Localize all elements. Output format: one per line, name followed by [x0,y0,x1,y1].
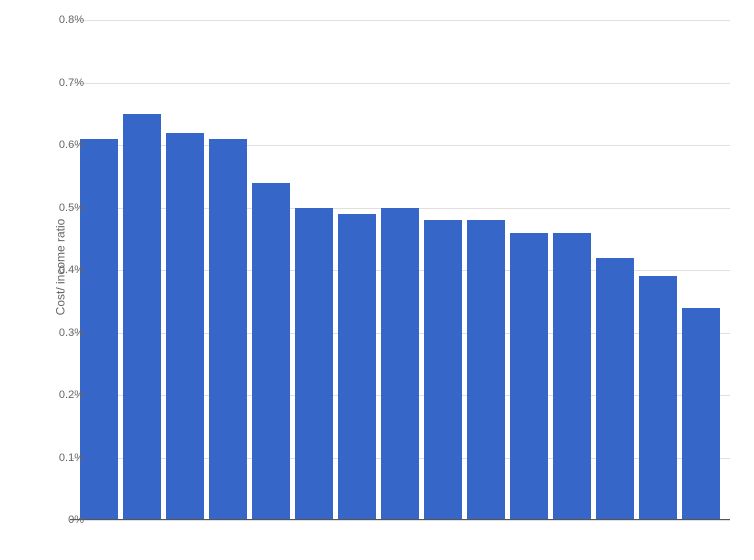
bar [553,233,591,521]
bar-wrapper [593,20,636,520]
bar-wrapper [336,20,379,520]
bar [424,220,462,520]
y-tick-label: 0.1% [44,452,84,464]
y-tick-label: 0.4% [44,264,84,276]
bar-wrapper [164,20,207,520]
bar [80,139,118,520]
bar-wrapper [293,20,336,520]
bar-wrapper [550,20,593,520]
bar-wrapper [679,20,722,520]
y-tick-label: 0.5% [44,202,84,214]
x-axis [70,519,730,520]
bar [381,208,419,521]
bar-wrapper [379,20,422,520]
y-tick-label: 0.3% [44,327,84,339]
bar [682,308,720,521]
bar [596,258,634,521]
bar [209,139,247,520]
plot-area [70,20,730,520]
bar-wrapper [507,20,550,520]
y-tick-label: 0.6% [44,139,84,151]
bar [338,214,376,520]
bars-container [70,20,730,520]
bar [467,220,505,520]
gridline [70,520,730,521]
bar-wrapper [250,20,293,520]
bar-wrapper [78,20,121,520]
bar-wrapper [422,20,465,520]
bar [295,208,333,521]
bar-wrapper [464,20,507,520]
bar [166,133,204,521]
y-tick-label: 0.2% [44,389,84,401]
y-tick-label: 0.7% [44,77,84,89]
y-tick-label: 0% [44,514,84,526]
y-tick-label: 0.8% [44,14,84,26]
bar [510,233,548,521]
bar [252,183,290,521]
bar-wrapper [121,20,164,520]
bar [123,114,161,520]
bar-wrapper [636,20,679,520]
bar-wrapper [207,20,250,520]
bar [639,276,677,520]
chart-area [70,20,730,520]
